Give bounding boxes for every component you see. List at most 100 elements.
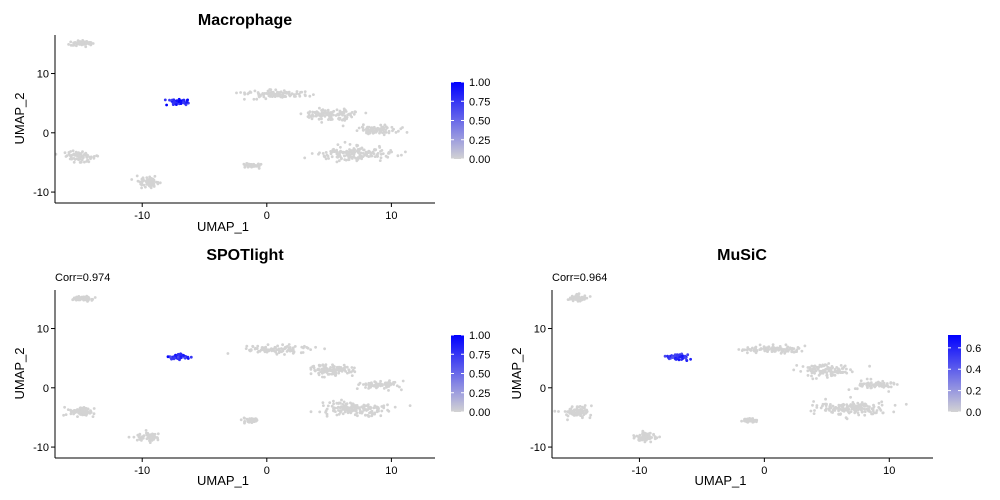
data-point (589, 413, 593, 417)
data-point (324, 410, 327, 414)
data-point (799, 370, 803, 373)
data-point (649, 440, 653, 444)
data-point (142, 183, 146, 187)
data-point (243, 97, 246, 101)
data-point (84, 45, 88, 49)
data-point (350, 374, 354, 377)
data-point (583, 406, 586, 410)
data-point (685, 359, 689, 362)
cluster-5 (740, 417, 759, 424)
data-point (132, 435, 136, 439)
data-point (401, 379, 405, 383)
data-point (578, 405, 582, 408)
data-point (329, 152, 333, 156)
data-point (337, 371, 341, 375)
data-point (635, 434, 639, 438)
data-point (579, 297, 583, 300)
data-point (851, 404, 854, 408)
data-point (339, 367, 343, 371)
data-point (243, 163, 247, 167)
data-point (892, 382, 896, 385)
data-point (69, 408, 72, 412)
data-point (847, 388, 851, 391)
cluster-9 (809, 395, 908, 421)
data-point (374, 383, 378, 386)
data-point (878, 383, 882, 386)
data-point (67, 43, 70, 46)
scatter-points (553, 292, 908, 444)
data-point (320, 117, 323, 121)
data-point (393, 405, 397, 409)
data-point (170, 357, 173, 361)
umap-panel-3: MuSiC Corr=0.964 -10 0 10 -10 0 10 UMAP_1 UMAP_2 0… (509, 247, 981, 488)
data-point (312, 364, 316, 368)
data-point (838, 407, 841, 411)
data-point (354, 110, 357, 114)
data-point (163, 98, 167, 102)
data-point (270, 349, 274, 353)
data-point (340, 157, 343, 161)
data-point (255, 97, 259, 101)
data-point (77, 42, 81, 46)
data-point (145, 437, 149, 441)
data-point (310, 152, 314, 155)
data-point (339, 149, 342, 153)
data-point (335, 160, 339, 164)
data-point (684, 356, 688, 360)
data-point (135, 174, 139, 178)
data-point (588, 416, 592, 420)
data-point (235, 91, 238, 95)
data-point (658, 435, 661, 439)
data-point (357, 149, 361, 153)
data-point (185, 100, 189, 104)
data-point (833, 409, 837, 412)
data-point (324, 365, 328, 369)
data-point (880, 400, 884, 404)
data-point (364, 111, 368, 115)
data-point (356, 414, 359, 418)
data-point (303, 156, 307, 160)
data-point (321, 401, 325, 404)
data-point (328, 401, 332, 404)
data-point (652, 433, 655, 437)
data-point (175, 103, 178, 106)
data-point (88, 155, 91, 159)
legend-tick-label: 1.00 (469, 77, 490, 89)
data-point (829, 406, 833, 410)
data-point (308, 94, 312, 98)
data-point (339, 145, 342, 149)
data-point (357, 383, 360, 386)
data-point (763, 347, 766, 350)
data-point (261, 92, 265, 95)
cluster-2 (166, 352, 193, 362)
data-point (869, 386, 873, 390)
data-point (292, 93, 296, 96)
data-point (360, 146, 364, 150)
data-point (868, 364, 871, 368)
data-point (84, 151, 88, 155)
data-point (250, 421, 254, 424)
data-point (82, 295, 86, 299)
data-point (337, 412, 341, 416)
data-point (309, 348, 312, 351)
data-point (860, 410, 864, 414)
data-point (811, 377, 815, 381)
data-point (815, 377, 818, 380)
data-point (879, 409, 883, 412)
y-axis-label: UMAP_2 (509, 347, 524, 399)
data-point (71, 149, 75, 153)
data-point (576, 413, 579, 417)
data-point (374, 148, 378, 152)
data-point (393, 380, 397, 384)
data-point (140, 177, 144, 181)
data-point (300, 345, 304, 349)
data-point (324, 363, 328, 367)
data-point (312, 114, 315, 118)
data-point (309, 410, 313, 414)
data-point (323, 370, 327, 374)
data-point (77, 408, 81, 412)
data-point (332, 399, 335, 403)
data-point (371, 127, 375, 131)
data-point (845, 405, 849, 408)
data-point (373, 406, 376, 409)
